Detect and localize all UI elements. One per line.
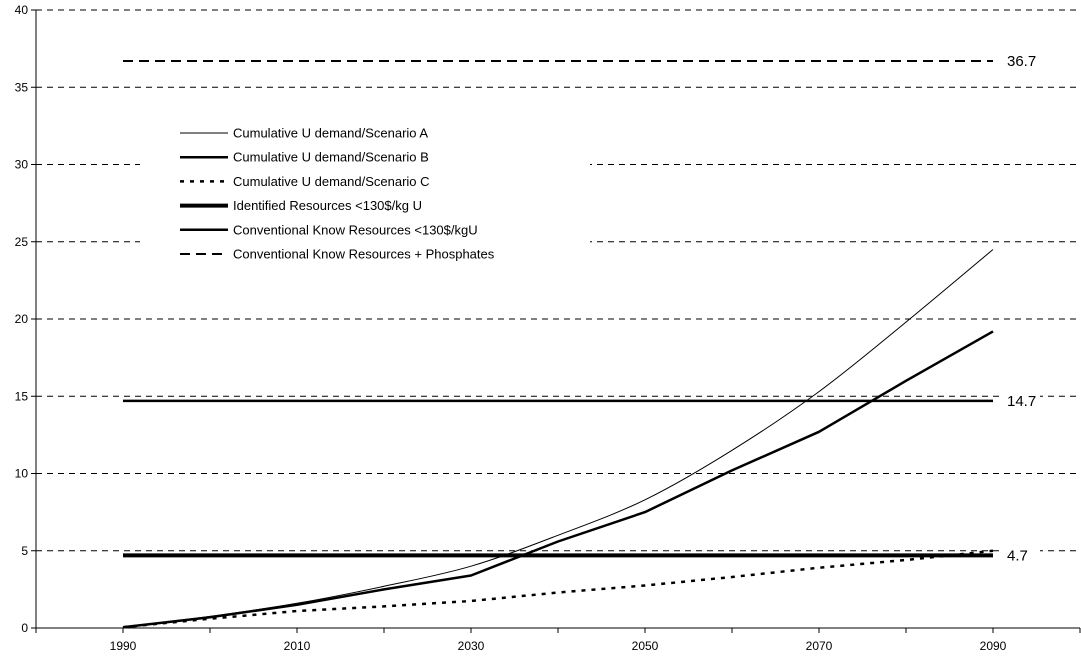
y-tick-label-30: 30 — [15, 158, 29, 172]
x-tick-label-2010: 2010 — [284, 639, 311, 653]
reference-label-bg-2 — [1000, 390, 1040, 411]
y-tick-label-20: 20 — [15, 312, 29, 326]
y-tick-label-40: 40 — [15, 3, 29, 17]
y-tick-label-35: 35 — [15, 80, 29, 94]
reference-label-3: 4.7 — [1007, 547, 1028, 564]
series-line-2 — [122, 330, 994, 629]
y-tick-label-0: 0 — [21, 621, 28, 635]
legend-label-1: Cumulative U demand/Scenario A — [233, 126, 428, 141]
x-tick-label-1990: 1990 — [110, 639, 137, 653]
y-tick-label-5: 5 — [21, 544, 28, 558]
reference-labels: 36.7 14.7 4.7 — [1000, 50, 1040, 566]
axes — [31, 9, 1081, 633]
y-tick-label-15: 15 — [15, 389, 29, 403]
legend-label-6: Conventional Know Resources + Phosphates — [233, 247, 495, 262]
series-line-3 — [122, 549, 994, 629]
reference-label-1: 36.7 — [1007, 53, 1036, 70]
gridlines — [36, 9, 1080, 552]
legend-label-3: Cumulative U demand/Scenario C — [233, 174, 430, 189]
x-tick-label-2050: 2050 — [632, 639, 659, 653]
reference-label-bg-1 — [1000, 50, 1040, 71]
tick-labels: 0 5 10 15 20 25 30 35 40 1990 2010 2030 2050 2070 2090 — [15, 3, 1007, 653]
legend-label-4: Identified Resources <130$/kg U — [233, 198, 422, 213]
y-tick-label-10: 10 — [15, 467, 29, 481]
x-tick-label-2070: 2070 — [806, 639, 833, 653]
reference-label-bg-3 — [1000, 545, 1040, 566]
x-tick-label-2090: 2090 — [980, 639, 1007, 653]
legend-background — [140, 118, 590, 268]
y-tick-label-25: 25 — [15, 235, 29, 249]
reference-label-2: 14.7 — [1007, 393, 1036, 410]
series-lines — [122, 60, 994, 629]
x-tick-label-2030: 2030 — [458, 639, 485, 653]
legend: Cumulative U demand/Scenario A Cumulative… — [180, 126, 495, 262]
legend-label-2: Cumulative U demand/Scenario B — [233, 150, 429, 165]
series-line-1 — [122, 249, 994, 628]
legend-label-5: Conventional Know Resources <130$/kgU — [233, 222, 478, 237]
